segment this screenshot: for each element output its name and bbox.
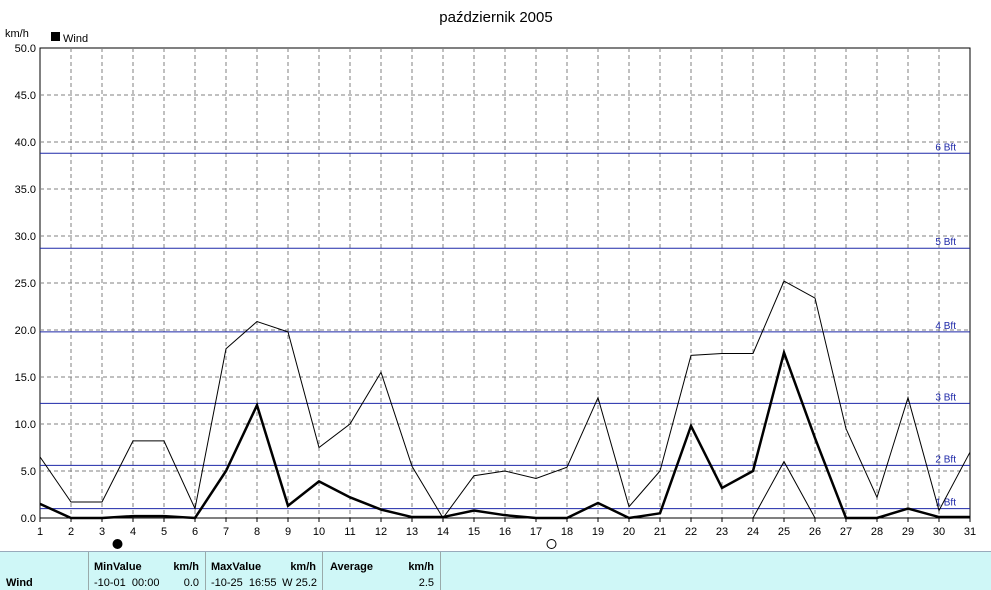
avg-header: Average — [330, 561, 374, 573]
max-header: MaxValue — [211, 561, 262, 573]
x-tick-label: 14 — [437, 526, 449, 538]
wind-chart: październik 2005 km/h Wind 0.0 5.0 10.0 15.… — [5, 9, 976, 549]
beaufort-label: 2 Bft — [935, 454, 956, 465]
x-tick-label: 2 — [68, 526, 74, 538]
average-cell: Average km/h 2.5 — [323, 552, 441, 590]
min-header: MinValue — [94, 561, 142, 573]
min-value-cell: MinValue km/h -10-01 00:00 0.0 — [89, 552, 206, 590]
max-time: -10-25 16:55 — [211, 577, 277, 589]
y-tick-label: 5.0 — [21, 466, 36, 478]
x-tick-label: 11 — [344, 526, 355, 538]
avg-unit: km/h — [408, 561, 434, 573]
min-time: -10-01 00:00 — [94, 577, 160, 589]
x-tick-label: 5 — [161, 526, 167, 538]
max-unit: km/h — [290, 561, 316, 573]
x-tick-label: 21 — [654, 526, 666, 538]
avg-value: 2.5 — [418, 577, 434, 589]
y-tick-label: 35.0 — [15, 184, 36, 196]
summary-panel: Wind MinValue km/h -10-01 00:00 0.0 MaxV… — [0, 551, 991, 590]
x-tick-label: 10 — [313, 526, 325, 538]
y-tick-label: 15.0 — [15, 372, 36, 384]
x-tick-label: 29 — [902, 526, 914, 538]
x-tick-label: 27 — [840, 526, 852, 538]
y-tick-label: 0.0 — [21, 513, 36, 525]
beaufort-label: 4 Bft — [935, 321, 956, 332]
y-tick-label: 30.0 — [15, 231, 36, 243]
legend-label: Wind — [63, 33, 88, 45]
series-line-min — [40, 460, 970, 519]
x-tick-label: 28 — [871, 526, 883, 538]
x-tick-label: 30 — [933, 526, 945, 538]
x-tick-label: 1 — [37, 526, 43, 538]
y-tick-label: 20.0 — [15, 325, 36, 337]
x-tick-label: 18 — [561, 526, 573, 538]
x-tick-label: 6 — [192, 526, 198, 538]
moon-new-icon — [112, 539, 123, 549]
x-tick-label: 31 — [964, 526, 976, 538]
min-unit: km/h — [173, 561, 199, 573]
y-tick-label: 50.0 — [15, 43, 36, 55]
x-tick-label: 8 — [254, 526, 260, 538]
x-tick-label: 7 — [223, 526, 229, 538]
max-value: W 25.2 — [282, 577, 317, 589]
y-axis-label: km/h — [5, 28, 29, 40]
y-tick-label: 10.0 — [15, 419, 36, 431]
x-tick-label: 16 — [499, 526, 511, 538]
x-tick-label: 17 — [530, 526, 542, 538]
x-tick-label: 25 — [778, 526, 790, 538]
x-tick-label: 23 — [716, 526, 728, 538]
min-value: 0.0 — [183, 577, 199, 589]
y-tick-label: 40.0 — [15, 137, 36, 149]
x-tick-label: 24 — [747, 526, 759, 538]
beaufort-label: 5 Bft — [935, 237, 956, 248]
series-line-max — [39, 280, 971, 519]
x-tick-label: 20 — [623, 526, 635, 538]
summary-row-label-cell: Wind — [0, 552, 89, 590]
beaufort-label: 6 Bft — [935, 142, 956, 153]
beaufort-label: 3 Bft — [935, 392, 956, 403]
x-tick-label: 12 — [375, 526, 387, 538]
y-tick-label: 25.0 — [15, 278, 36, 290]
x-tick-label: 19 — [592, 526, 604, 538]
x-tick-label: 26 — [809, 526, 821, 538]
y-tick-label: 45.0 — [15, 90, 36, 102]
x-tick-label: 22 — [685, 526, 697, 538]
chart-title: październik 2005 — [439, 9, 552, 26]
x-tick-label: 15 — [468, 526, 480, 538]
x-tick-label: 3 — [99, 526, 105, 538]
beaufort-label: 1 Bft — [935, 498, 956, 509]
x-tick-label: 13 — [406, 526, 418, 538]
x-tick-label: 9 — [285, 526, 291, 538]
max-value-cell: MaxValue km/h -10-25 16:55 W 25.2 — [206, 552, 323, 590]
moon-full-icon — [546, 539, 557, 549]
x-tick-label: 4 — [130, 526, 136, 538]
summary-row-label: Wind — [6, 577, 33, 589]
legend-swatch — [51, 32, 60, 41]
